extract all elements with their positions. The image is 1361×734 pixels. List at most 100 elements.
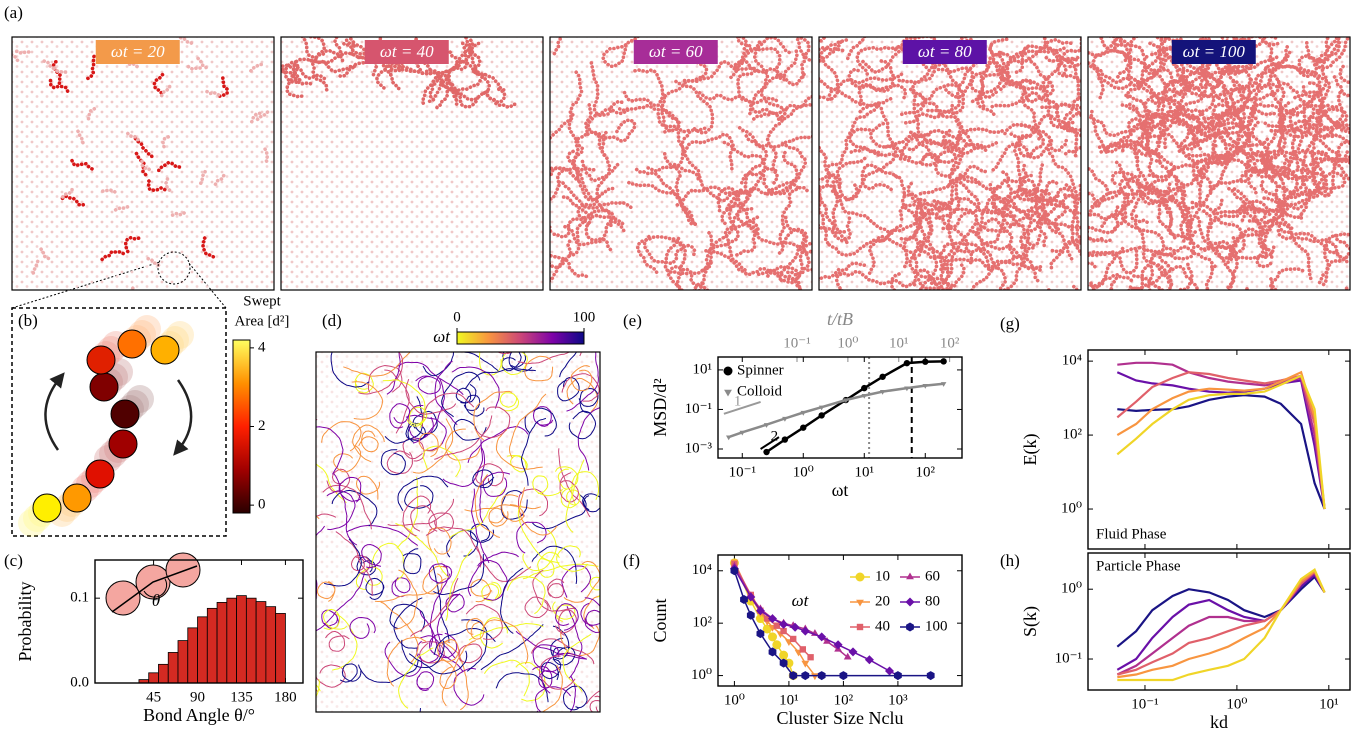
- bead: [62, 483, 92, 513]
- y-axis-label: MSD/d²: [650, 378, 670, 436]
- colorbar-title: ωt: [433, 327, 451, 346]
- particle-chain: [205, 89, 224, 99]
- particle-chain: [819, 45, 845, 53]
- data-point: [780, 627, 787, 635]
- trajectory: [589, 695, 600, 712]
- trajectory: [554, 609, 577, 636]
- data-point: [779, 619, 789, 629]
- data-point: [922, 384, 928, 389]
- particle-chain: [1241, 140, 1306, 182]
- particle-chain: [1297, 54, 1332, 106]
- trajectory: [384, 641, 423, 677]
- inset-angle: [143, 578, 168, 598]
- particle-chain: [586, 107, 630, 159]
- trajectory: [499, 392, 520, 412]
- trajectory: [434, 415, 493, 460]
- snapshot-particles: [819, 37, 1081, 290]
- y-tick-label: 10⁴: [1062, 353, 1082, 369]
- particle-chain: [1148, 46, 1187, 103]
- particle-chain: [849, 147, 933, 166]
- trajectory: [402, 495, 432, 537]
- trajectory: [358, 430, 379, 453]
- legend-label: 10: [875, 568, 890, 584]
- snapshot-bg: [819, 37, 1081, 290]
- particle-chain: [702, 191, 744, 253]
- particle-chain: [1271, 219, 1343, 265]
- y-axis-label: Count: [650, 598, 670, 642]
- particle-chain: [930, 196, 1013, 219]
- trajectory: [517, 505, 560, 564]
- trajectory: [316, 426, 344, 475]
- bar: [148, 672, 159, 684]
- trajectory: [445, 548, 473, 621]
- trajectory: [418, 432, 442, 458]
- y-tick-label: 10⁰: [1061, 500, 1082, 516]
- particle-chain: [644, 126, 707, 173]
- trajectory: [506, 576, 546, 615]
- particle-chain: [1088, 60, 1105, 100]
- particle-chain: [1072, 284, 1079, 290]
- trajectory: [343, 352, 411, 377]
- x-axis-label: Cluster Size Nclu: [777, 708, 904, 728]
- particle-chain: [662, 150, 698, 226]
- particle-chain: [819, 76, 893, 108]
- colorbar-tick-label: 0: [453, 309, 461, 325]
- image-frame: [315, 351, 601, 713]
- panel-label: (h): [1000, 551, 1020, 570]
- trajectory: [517, 352, 571, 365]
- particle-chain: [918, 174, 982, 211]
- particle-chain: [601, 37, 641, 69]
- trajectory: [559, 352, 578, 378]
- particle-chain: [1038, 101, 1081, 133]
- particle-chain: [970, 59, 1010, 104]
- particle-chain: [1188, 200, 1272, 217]
- particle-chain: [1128, 102, 1160, 179]
- trajectory: [563, 560, 600, 603]
- particle-chain: [1209, 206, 1268, 230]
- trajectory: [444, 642, 469, 711]
- trajectory: [410, 577, 459, 637]
- particle-chain: [1254, 204, 1293, 269]
- particle-chain: [1088, 203, 1121, 242]
- particle-chain: [834, 261, 867, 290]
- trajectory: [464, 368, 536, 390]
- particle-chain: [1088, 191, 1101, 236]
- series-line: [1117, 569, 1326, 676]
- particle-chain: [945, 253, 1027, 272]
- series-line: [1116, 370, 1326, 510]
- bar: [226, 597, 237, 684]
- particle-chain: [1277, 202, 1313, 282]
- y-tick-label: 10²: [1063, 427, 1083, 443]
- trajectory: [437, 639, 460, 662]
- series-line: [1116, 374, 1326, 510]
- data-point: [779, 658, 788, 668]
- particle-chain: [916, 100, 982, 151]
- particle-chain: [1204, 152, 1277, 175]
- trajectory: [552, 646, 576, 666]
- particle-chain: [126, 131, 143, 145]
- trajectory: [384, 396, 424, 444]
- snapshot-label: ωt = 100: [1183, 42, 1246, 61]
- data-point: [818, 405, 825, 411]
- particle-chain: [1088, 246, 1125, 258]
- particle-chain: [1134, 167, 1207, 204]
- trajectory: [532, 406, 554, 427]
- particle-chain: [1001, 187, 1051, 229]
- snapshot-label-bg: [1171, 40, 1256, 64]
- data-point: [767, 632, 777, 642]
- trajectory: [556, 545, 588, 572]
- particle-chain: [906, 181, 934, 259]
- particle-chain: [1338, 64, 1350, 85]
- snapshot-frame: [818, 36, 1082, 291]
- trajectory: [463, 394, 485, 417]
- trajectory: [331, 489, 378, 527]
- slope-guide: [723, 400, 761, 415]
- particle-chain: [990, 173, 1035, 219]
- legend-marker: [905, 597, 915, 607]
- panel-label: (e): [623, 311, 642, 330]
- particle-chain: [1212, 198, 1246, 263]
- trajectory: [408, 650, 468, 675]
- particle-chain: [1136, 244, 1214, 269]
- data-point: [848, 647, 858, 657]
- particle-chain: [217, 73, 230, 98]
